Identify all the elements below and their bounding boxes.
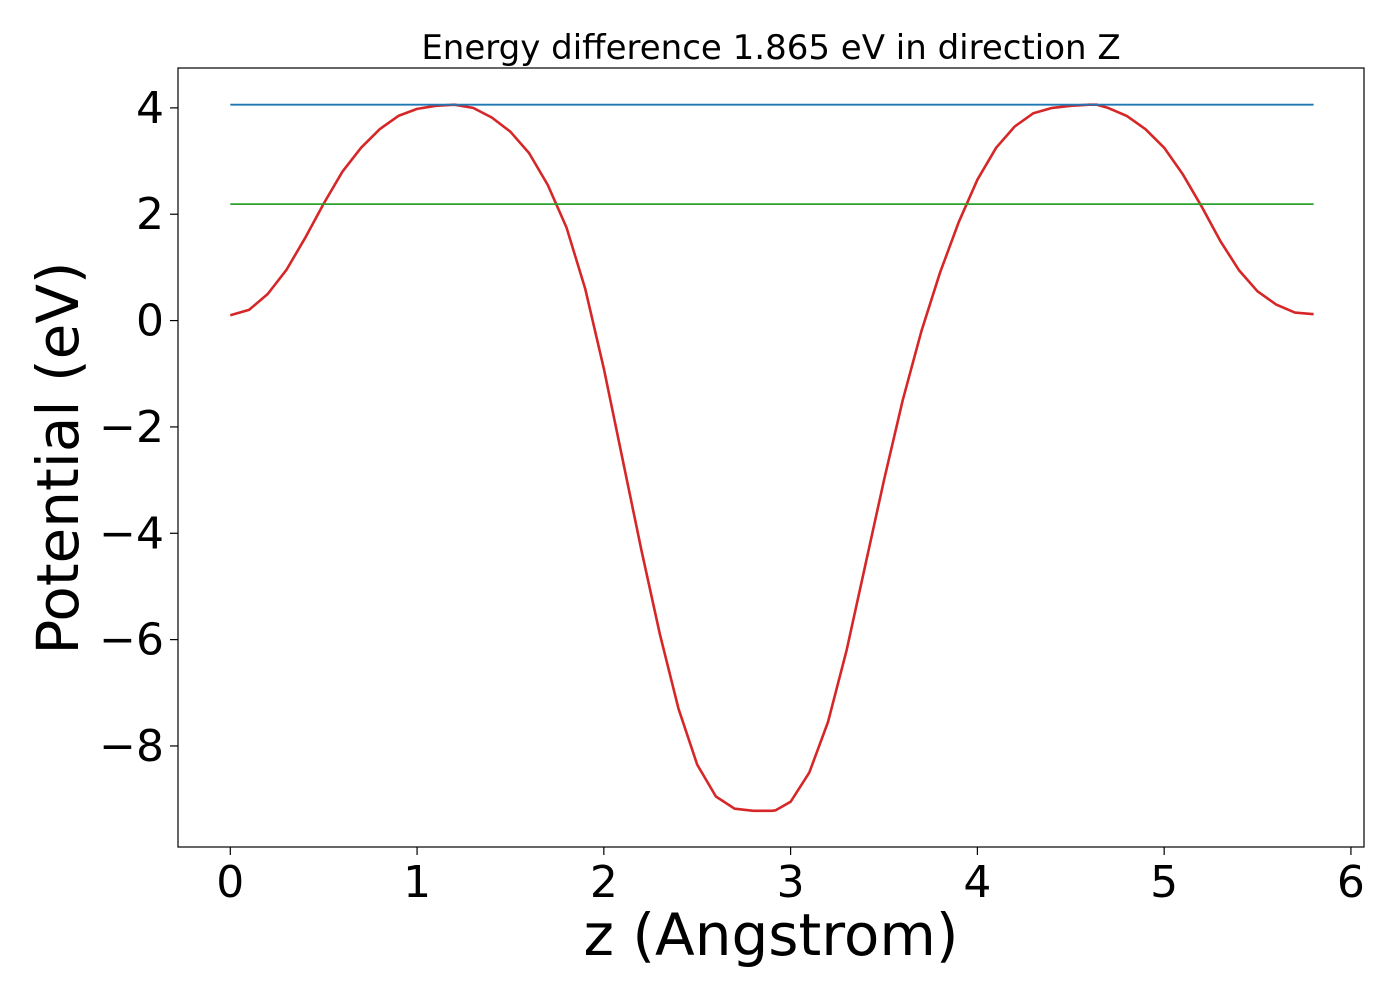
potential-curve [229, 103, 1314, 813]
x-axis-ticks: 0 1 2 3 4 5 6 [216, 847, 1365, 908]
x-tick-label: 0 [216, 857, 244, 908]
x-tick-label: 4 [963, 857, 991, 908]
y-axis-ticks: 4 2 0 −2 −4 −6 −8 [99, 83, 178, 772]
y-tick-label: −8 [99, 721, 164, 772]
y-tick-label: 0 [136, 296, 164, 347]
x-tick-label: 6 [1337, 857, 1365, 908]
y-tick-label: 4 [136, 83, 164, 134]
y-axis-label: Potential (eV) [24, 261, 92, 654]
x-tick-label: 2 [590, 857, 618, 908]
x-axis-label: z (Angstrom) [584, 901, 959, 969]
x-tick-label: 5 [1150, 857, 1178, 908]
y-tick-label: 2 [136, 189, 164, 240]
plot-frame [177, 67, 1365, 848]
y-tick-label: −2 [99, 402, 164, 453]
y-tick-label: −6 [99, 615, 164, 666]
series-layer [229, 103, 1314, 813]
x-tick-label: 1 [403, 857, 431, 908]
y-tick-label: −4 [99, 508, 164, 559]
chart-title: Energy difference 1.865 eV in direction … [421, 28, 1120, 68]
x-tick-label: 3 [777, 857, 805, 908]
